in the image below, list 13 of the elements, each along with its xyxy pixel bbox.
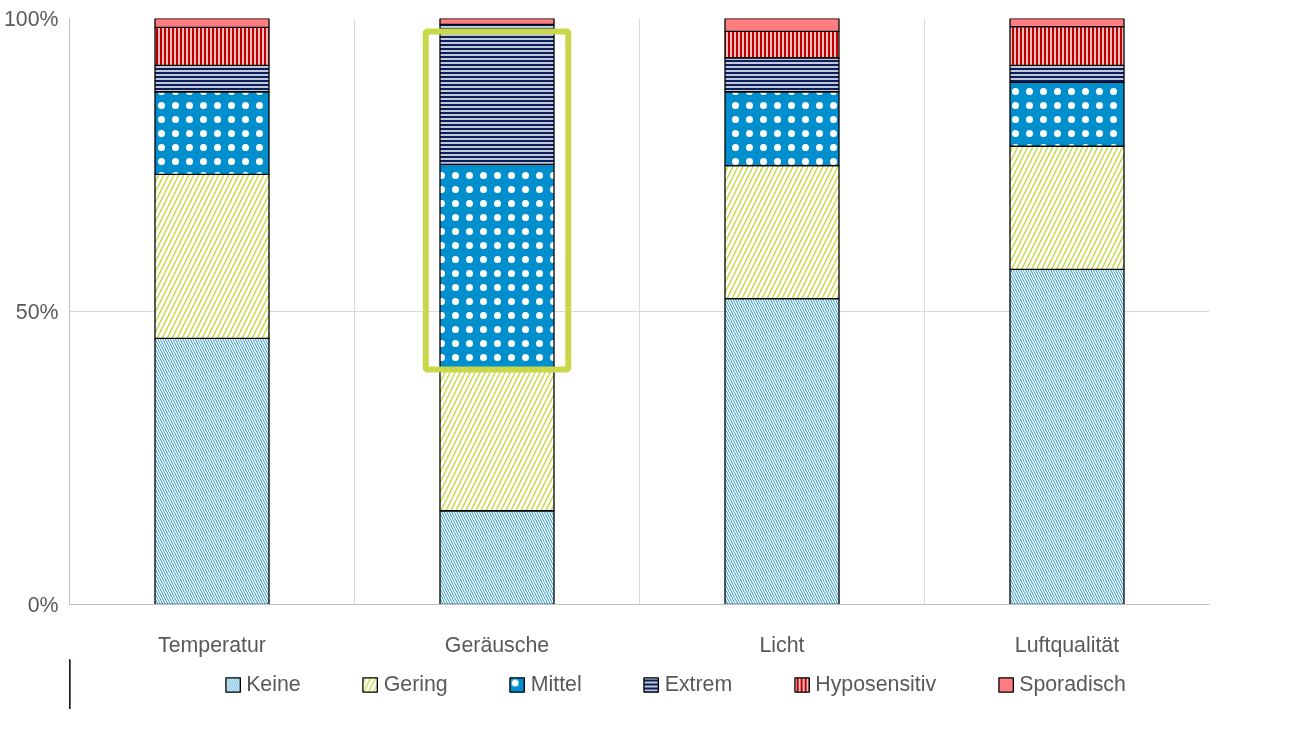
y-tick-label: 50%: [15, 299, 59, 324]
legend-label: Sporadisch: [1019, 671, 1126, 697]
y-tick-label: 100%: [3, 6, 59, 31]
legend-label: Extrem: [664, 671, 733, 697]
legend-label: Hyposensitiv: [815, 671, 937, 697]
x-tick-label: Geräusche: [444, 632, 550, 657]
x-tick-label: Licht: [759, 632, 805, 657]
x-tick-label: Luftqualität: [1014, 632, 1120, 657]
legend-label: Keine: [246, 671, 301, 697]
y-tick-label: 0%: [27, 592, 59, 617]
legend-label: Mittel: [530, 671, 582, 697]
x-tick-label: Temperatur: [158, 632, 266, 657]
legend-label: Gering: [383, 671, 448, 697]
